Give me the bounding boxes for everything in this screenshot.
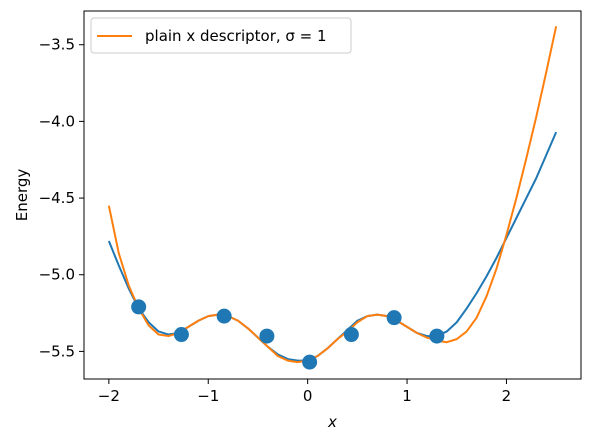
x-tick-label: −2: [98, 387, 120, 405]
x-tick-label: −1: [197, 387, 219, 405]
x-tick-label: 2: [502, 387, 512, 405]
y-tick-label: −3.5: [39, 36, 75, 54]
data-point-7: [429, 328, 445, 344]
x-axis-label: x: [327, 413, 337, 431]
data-point-3: [259, 328, 275, 344]
data-point-4: [302, 354, 318, 370]
plot-area: [107, 26, 558, 370]
y-tick-label: −4.5: [39, 189, 75, 207]
data-point-6: [386, 310, 402, 326]
y-tick-label: −4.0: [39, 112, 75, 130]
x-tick-label: 0: [303, 387, 313, 405]
axes-frame: [83, 10, 582, 380]
series-line-0: [107, 131, 558, 362]
y-tick-label: −5.0: [39, 266, 75, 284]
data-point-0: [131, 299, 147, 315]
data-point-1: [173, 327, 189, 343]
y-axis-label: Energy: [13, 169, 31, 222]
series-line-1: [107, 26, 558, 364]
y-axis: −5.5 −5.0 −4.5 −4.0 −3.5: [39, 36, 84, 360]
x-tick-label: 1: [402, 387, 412, 405]
legend-box: [90, 17, 352, 54]
data-point-2: [216, 308, 232, 324]
x-axis: −2 −1 0 1 2: [98, 379, 511, 405]
y-tick-label: −5.5: [39, 342, 75, 360]
data-point-5: [343, 327, 359, 343]
legend-label: plain x descriptor, σ = 1: [145, 27, 327, 45]
legend: plain x descriptor, σ = 1: [90, 17, 352, 54]
